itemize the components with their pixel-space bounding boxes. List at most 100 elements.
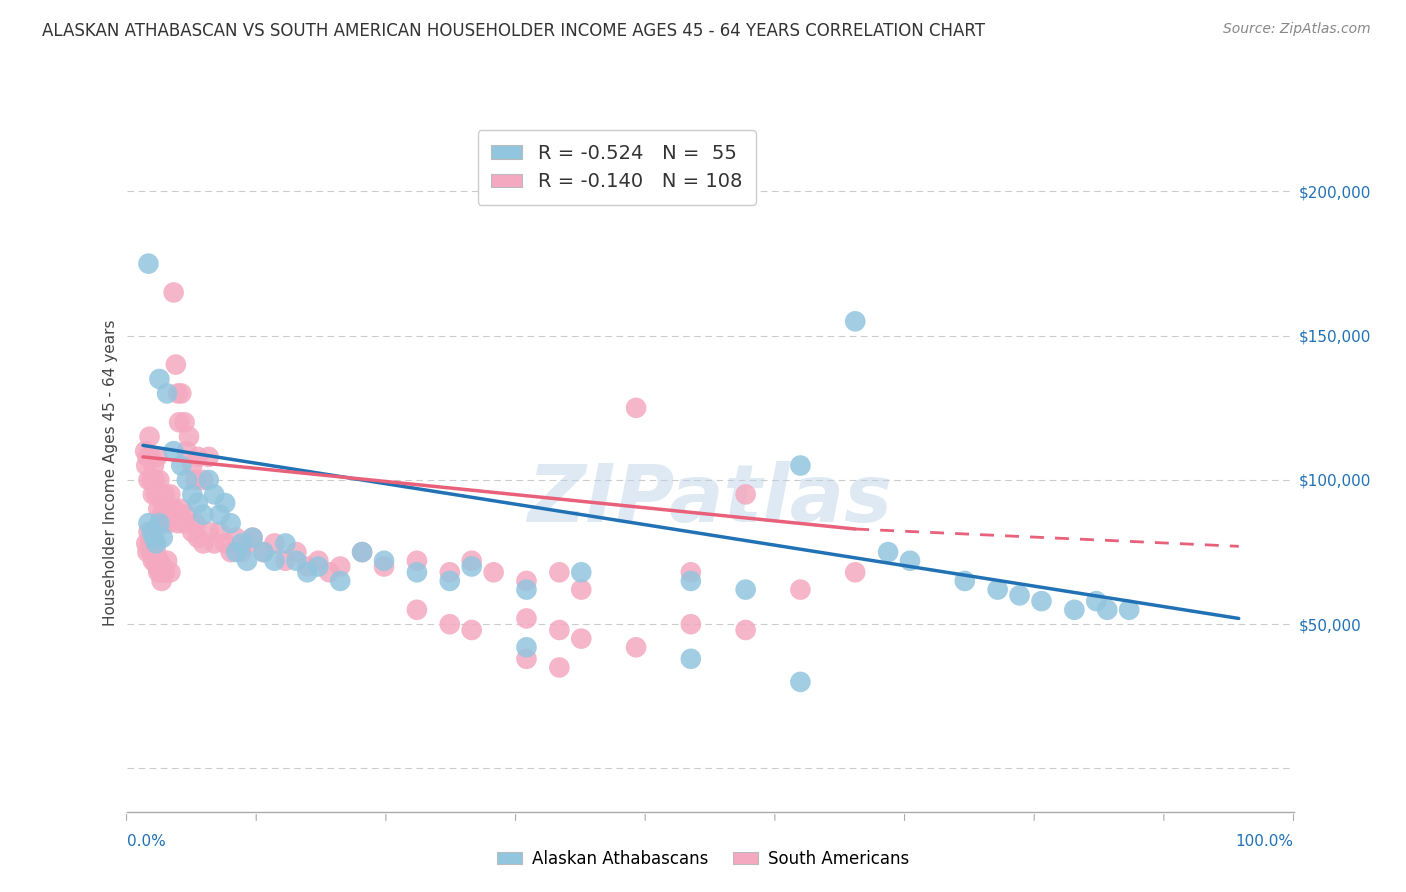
Point xyxy=(149,516,172,531)
Point xyxy=(352,545,374,559)
Point xyxy=(138,536,160,550)
Point xyxy=(146,450,169,464)
Point xyxy=(176,444,198,458)
Point xyxy=(515,611,537,625)
Point xyxy=(1118,603,1140,617)
Point xyxy=(208,508,231,522)
Point xyxy=(148,516,170,531)
Point xyxy=(135,458,157,473)
Point xyxy=(197,450,219,464)
Point xyxy=(329,559,352,574)
Point xyxy=(156,386,179,401)
Point xyxy=(285,545,308,559)
Point xyxy=(987,582,1010,597)
Point xyxy=(149,566,172,580)
Point xyxy=(197,473,219,487)
Point xyxy=(679,652,702,666)
Point xyxy=(157,516,180,531)
Point xyxy=(134,444,156,458)
Point xyxy=(153,487,176,501)
Point xyxy=(439,566,461,580)
Text: 0.0%: 0.0% xyxy=(127,834,166,849)
Point xyxy=(163,501,186,516)
Point xyxy=(307,554,329,568)
Point xyxy=(163,285,186,300)
Point xyxy=(219,545,242,559)
Point xyxy=(1085,594,1108,608)
Point xyxy=(187,531,209,545)
Point xyxy=(136,450,159,464)
Text: ZIPatlas: ZIPatlas xyxy=(527,461,893,539)
Point xyxy=(139,545,162,559)
Point xyxy=(153,566,176,580)
Point xyxy=(225,531,247,545)
Point xyxy=(569,632,592,646)
Point xyxy=(515,582,537,597)
Point xyxy=(898,554,921,568)
Point xyxy=(789,582,811,597)
Point xyxy=(193,508,215,522)
Legend: Alaskan Athabascans, South Americans: Alaskan Athabascans, South Americans xyxy=(491,844,915,875)
Point xyxy=(460,559,482,574)
Point xyxy=(679,574,702,588)
Legend: R = -0.524   N =  55, R = -0.140   N = 108: R = -0.524 N = 55, R = -0.140 N = 108 xyxy=(478,130,756,205)
Point xyxy=(274,554,297,568)
Point xyxy=(1031,594,1053,608)
Point xyxy=(148,372,170,386)
Y-axis label: Householder Income Ages 45 - 64 years: Householder Income Ages 45 - 64 years xyxy=(103,319,118,626)
Point xyxy=(734,623,756,637)
Point xyxy=(274,536,297,550)
Point xyxy=(135,536,157,550)
Point xyxy=(143,473,166,487)
Point xyxy=(734,582,756,597)
Point xyxy=(138,524,160,539)
Point xyxy=(141,473,163,487)
Point xyxy=(146,559,169,574)
Point xyxy=(176,473,198,487)
Point xyxy=(548,566,571,580)
Point xyxy=(515,652,537,666)
Point xyxy=(236,536,259,550)
Point xyxy=(163,444,186,458)
Point xyxy=(159,487,181,501)
Point xyxy=(231,545,253,559)
Point xyxy=(138,430,160,444)
Point xyxy=(679,617,702,632)
Point xyxy=(152,559,174,574)
Point xyxy=(439,617,461,632)
Point xyxy=(187,496,209,510)
Point xyxy=(877,545,900,559)
Point xyxy=(297,559,319,574)
Point xyxy=(482,566,505,580)
Point xyxy=(142,458,165,473)
Point xyxy=(548,623,571,637)
Point xyxy=(231,536,253,550)
Point xyxy=(734,487,756,501)
Point xyxy=(624,401,647,415)
Point xyxy=(167,516,190,531)
Point xyxy=(184,473,207,487)
Point xyxy=(953,574,976,588)
Point xyxy=(167,415,190,429)
Point xyxy=(170,458,193,473)
Point xyxy=(1008,588,1031,602)
Point xyxy=(569,566,592,580)
Point xyxy=(252,545,274,559)
Point xyxy=(181,458,204,473)
Point xyxy=(515,574,537,588)
Point xyxy=(263,554,285,568)
Point xyxy=(159,566,181,580)
Point xyxy=(285,554,308,568)
Point xyxy=(142,487,165,501)
Point xyxy=(148,501,170,516)
Point xyxy=(177,430,200,444)
Point xyxy=(263,536,285,550)
Point xyxy=(214,496,236,510)
Point xyxy=(789,458,811,473)
Point xyxy=(236,554,259,568)
Point xyxy=(844,566,866,580)
Point xyxy=(167,386,190,401)
Point xyxy=(138,257,160,271)
Point xyxy=(202,487,225,501)
Point xyxy=(329,574,352,588)
